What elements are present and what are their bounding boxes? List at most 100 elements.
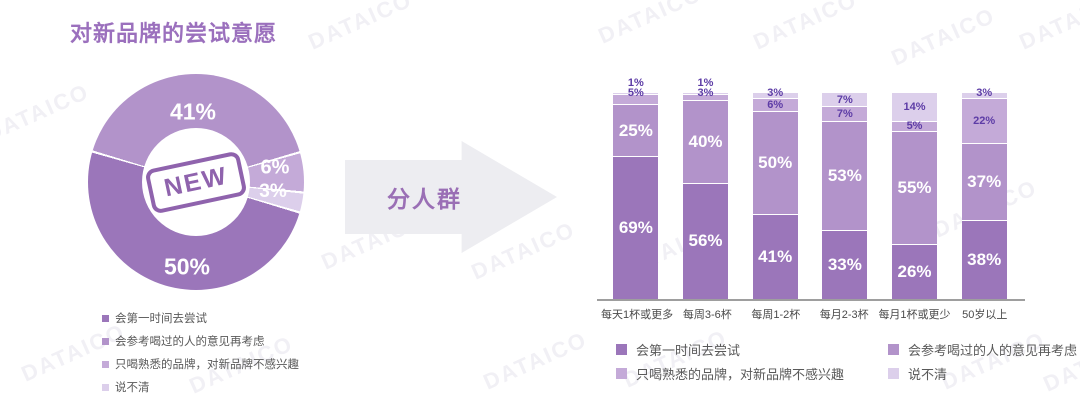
x-axis-category-label: 每天1杯或更多 xyxy=(601,309,674,321)
bar-legend-item: 会第一时间去尝试 xyxy=(616,340,888,359)
legend-swatch-icon xyxy=(616,368,627,379)
bar-segment-s3: 6% xyxy=(752,98,798,112)
x-axis-category-label: 每月1杯或更少 xyxy=(878,309,951,321)
bar-value-label: 5% xyxy=(906,120,923,133)
legend-label: 会第一时间去尝试 xyxy=(115,313,207,325)
bar-value-label: 37% xyxy=(967,172,1002,192)
new-stamp-text: NEW xyxy=(161,161,231,202)
watermark: DATAICO xyxy=(0,78,94,147)
watermark: DATAICO xyxy=(1015,0,1080,55)
arrow-label: 分人群 xyxy=(387,186,462,212)
bar-segment-s3: 22% xyxy=(961,99,1007,145)
donut-label-6: 6% xyxy=(260,156,290,179)
bar-segment-s4 xyxy=(683,93,728,96)
stacked-bar: 40% 56% 1% 3% xyxy=(683,78,728,299)
watermark: DATAICO xyxy=(479,326,592,395)
legend-label: 只喝熟悉的品牌，对新品牌不感兴趣 xyxy=(115,359,299,371)
bar-value-label: 1% xyxy=(697,77,714,89)
donut-label-41: 41% xyxy=(169,98,217,125)
donut-legend-item: 会第一时间去尝试 xyxy=(102,310,299,326)
bar-value-label: 53% xyxy=(827,165,862,185)
bar-segment-s2: 53% xyxy=(822,121,868,231)
bar-segment-s4 xyxy=(961,93,1007,100)
bar-value-label: 7% xyxy=(836,93,853,106)
bar-top-labels: 3% xyxy=(952,87,1017,99)
bar-value-label: 3% xyxy=(976,87,993,99)
bar-column: 40% 56% 1% 3% xyxy=(671,78,741,299)
bar-value-label: 33% xyxy=(827,254,862,274)
bar-value-label: 6% xyxy=(767,98,784,111)
bar-value-label: 56% xyxy=(688,231,723,251)
legend-swatch-icon xyxy=(616,344,627,355)
donut-legend-item: 说不清 xyxy=(102,379,299,395)
legend-swatch-icon xyxy=(102,383,109,391)
bar-segment-s2: 25% xyxy=(613,105,659,157)
bar-value-label: 69% xyxy=(618,217,653,237)
bar-segment-s1: 38% xyxy=(961,220,1007,299)
bar-value-label: 22% xyxy=(973,115,996,128)
bar-value-label: 40% xyxy=(688,131,723,151)
bar-value-label: 14% xyxy=(903,100,926,113)
bar-legend-item: 会参考喝过的人的意见再考虑 xyxy=(888,340,1077,359)
legend-swatch-icon xyxy=(888,344,899,355)
legend-swatch-icon xyxy=(102,337,109,345)
x-axis-category-label: 每月2-3杯 xyxy=(819,309,869,321)
stacked-bar: 6% 50% 41% 3% xyxy=(752,88,798,299)
bar-segment-s3: 7% xyxy=(822,107,868,122)
bar-value-label: 50% xyxy=(758,152,793,172)
donut-label-50: 50% xyxy=(163,253,211,280)
bar-segment-s1: 33% xyxy=(822,230,868,299)
watermark: DATAICO xyxy=(594,0,707,49)
bar-segment-s2: 40% xyxy=(683,101,728,184)
bar-column: 22% 37% 38% 3% xyxy=(949,88,1019,299)
bar-top-labels: 3% xyxy=(743,88,808,99)
bar-segment-s4: 7% xyxy=(822,93,868,108)
bar-value-label: 41% xyxy=(758,246,793,266)
bar-segment-s3 xyxy=(683,95,728,102)
legend-label: 说不清 xyxy=(115,382,150,394)
bar-segment-s1: 56% xyxy=(683,183,728,299)
bar-legend-item: 只喝熟悉的品牌，对新品牌不感兴趣 xyxy=(616,364,888,383)
bar-value-label: 38% xyxy=(967,249,1002,269)
bar-chart-legend: 会第一时间去尝试 会参考喝过的人的意见再考虑 只喝熟悉的品牌，对新品牌不感兴趣 说不清 xyxy=(616,340,1077,383)
x-axis-category-label: 每周1-2杯 xyxy=(751,309,801,321)
bar-column: 6% 50% 41% 3% xyxy=(740,88,810,299)
bar-value-label: 26% xyxy=(897,262,932,282)
flow-arrow: 分人群 xyxy=(345,141,557,253)
page-title: 对新品牌的尝试意愿 xyxy=(70,21,278,46)
x-axis-category-label: 50岁以上 xyxy=(962,309,1008,321)
bar-top-labels: 1% 3% xyxy=(673,77,738,99)
donut-legend-item: 只喝熟悉的品牌，对新品牌不感兴趣 xyxy=(102,356,299,372)
new-stamp-icon: NEW xyxy=(144,149,248,215)
stacked-bar: 7% 7% 53% 33% xyxy=(822,93,868,299)
bar-segment-s2: 55% xyxy=(892,132,938,246)
x-axis-category-label: 每周3-6杯 xyxy=(682,309,732,321)
bar-segment-s1: 26% xyxy=(892,245,938,299)
bar-segment-s3 xyxy=(613,95,659,106)
watermark: DATAICO xyxy=(304,0,417,55)
donut-legend: 会第一时间去尝试会参考喝过的人的意见再考虑只喝熟悉的品牌，对新品牌不感兴趣 说不清 xyxy=(102,310,299,401)
legend-swatch-icon xyxy=(888,368,899,379)
stacked-bar: 25% 69% 1% 5% xyxy=(613,78,659,299)
watermark: DATAICO xyxy=(749,0,862,55)
bar-legend-item: 说不清 xyxy=(888,364,1077,383)
bar-column: 25% 69% 1% 5% xyxy=(601,78,671,299)
x-axis-line xyxy=(597,299,1025,301)
bar-value-label: 5% xyxy=(627,87,644,99)
bar-column: 14% 5% 55% 26% xyxy=(880,93,950,299)
stacked-bar: 22% 37% 38% 3% xyxy=(961,88,1007,299)
bar-value-label: 25% xyxy=(618,120,653,140)
bar-value-label: 55% xyxy=(897,178,932,198)
bar-value-label: 7% xyxy=(836,108,853,121)
bar-segment-s1: 69% xyxy=(613,156,659,299)
bar-value-label: 1% xyxy=(627,77,644,89)
bar-segment-s2: 50% xyxy=(752,111,798,215)
bar-segment-s4: 14% xyxy=(892,93,938,122)
bar-value-label: 3% xyxy=(697,87,714,99)
legend-swatch-icon xyxy=(102,314,109,322)
donut-label-3: 3% xyxy=(259,181,287,202)
donut-legend-item: 会参考喝过的人的意见再考虑 xyxy=(102,333,299,349)
donut-hole: NEW xyxy=(142,128,250,236)
bar-segment-s4 xyxy=(613,93,659,96)
